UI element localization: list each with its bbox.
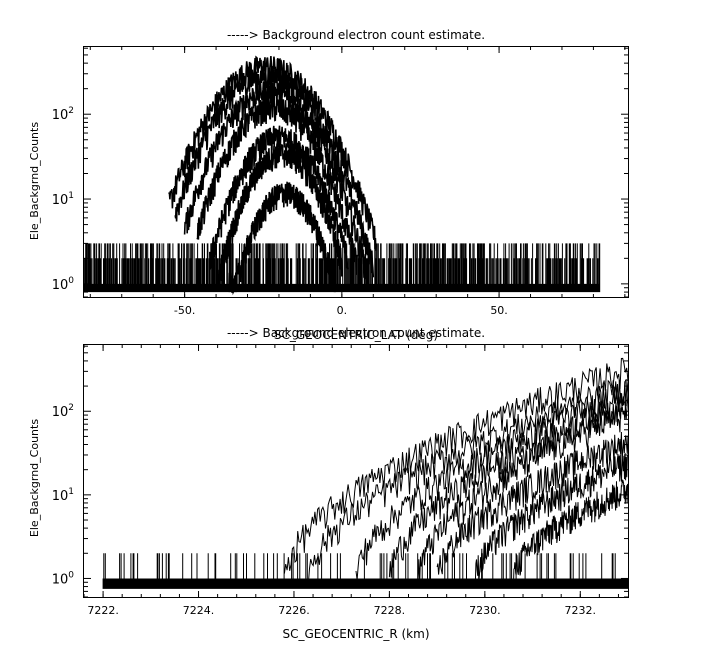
bottom-plot-frame [83,344,629,598]
top-x-tick-label: 0. [337,304,348,317]
bottom-chart-title: -----> Background electron count estimat… [227,326,485,340]
bottom-x-tick-label: 7222. [87,604,119,617]
top-axes: -50. 0. 50. 100 101 102 [52,47,628,317]
top-series-line [215,142,343,291]
bottom-series-line [417,399,629,584]
bottom-y-tick-label: 102 [52,403,74,420]
bottom-x-tick-label: 7230. [469,604,501,617]
bottom-chart: -----> Background electron count estimat… [28,326,629,641]
top-chart-xlabel: SC_GEOCENTRIC_LAT (deg) [274,328,438,342]
top-chart-title: -----> Background electron count estimat… [227,28,485,42]
bottom-chart-xlabel: SC_GEOCENTRIC_R (km) [283,627,430,641]
top-chart-ylabel: Ele_Backgrnd_Counts [28,122,41,240]
bottom-series-line [388,392,629,578]
bottom-y-tick-label: 100 [52,570,75,587]
bottom-series-line [513,479,629,585]
bottom-series-line [474,452,629,585]
top-series-line [183,79,368,280]
bottom-noise-floor [102,553,629,589]
top-y-tick-label: 101 [52,191,74,208]
top-x-tick-label: -50. [174,304,195,317]
bottom-chart-ylabel: Ele_Backgrnd_Counts [28,419,41,537]
top-series-line [209,125,349,270]
bottom-x-tick-label: 7224. [183,604,215,617]
top-y-tick-label: 102 [52,106,74,123]
bottom-x-tick-label: 7228. [374,604,406,617]
top-plot-frame [83,46,629,298]
bottom-axes: 7222. 7224. 7226. 7228. 7230. 7232. 100 101 102 [52,345,628,617]
top-series-line [196,95,359,275]
top-series-line [174,66,375,278]
top-series-line [227,181,337,296]
top-y-tick-label: 100 [52,276,75,293]
top-chart: -----> Background electron count estimat… [28,28,629,342]
top-data-series [83,55,601,296]
bottom-x-tick-label: 7226. [278,604,310,617]
top-x-tick-label: 50. [490,304,508,317]
bottom-y-tick-label: 101 [52,487,74,504]
bottom-series-line [355,381,629,581]
bottom-x-tick-label: 7232. [565,604,597,617]
bottom-series-line [283,357,629,574]
bottom-data-series [102,357,629,589]
